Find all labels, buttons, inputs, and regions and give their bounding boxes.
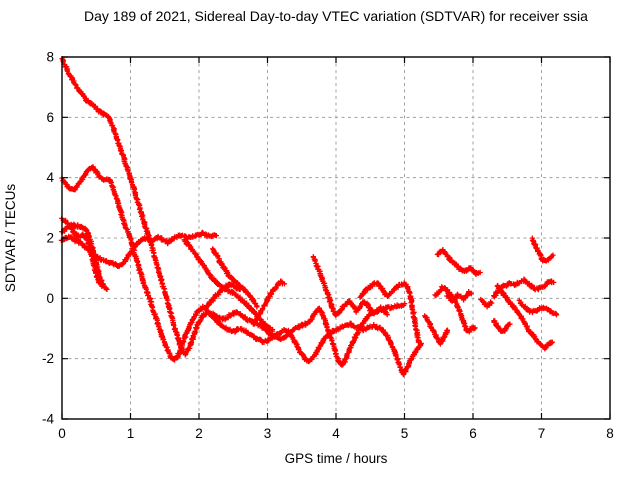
x-tick-label: 0: [58, 426, 66, 441]
series-markers-arc-04: [59, 221, 110, 292]
series-markers-arc-20: [491, 318, 513, 334]
series-markers-arc-16: [478, 296, 495, 310]
x-axis-label: GPS time / hours: [285, 451, 388, 466]
series-markers-arc-06: [181, 237, 276, 334]
series-markers-arc-12: [422, 313, 451, 347]
x-tick-label: 4: [332, 426, 340, 441]
y-tick-label: 2: [46, 231, 54, 246]
y-tick-label: -2: [42, 351, 54, 366]
plot-border: [61, 56, 611, 420]
series-markers-arc-08: [203, 281, 243, 311]
y-tick-label: 6: [46, 110, 54, 125]
y-axis-label: SDTVAR / TECUs: [3, 184, 18, 293]
series-markers-arc-10: [310, 254, 390, 318]
x-tick-label: 5: [401, 426, 409, 441]
y-tick-label: 4: [46, 170, 54, 185]
series-markers-arc-19: [516, 297, 560, 318]
chart-title: Day 189 of 2021, Sidereal Day-to-day VTE…: [84, 8, 588, 24]
series-markers-arc-18: [494, 282, 555, 352]
y-tick-label: 0: [46, 291, 54, 306]
series-markers-arc-02: [59, 164, 408, 368]
x-tick-label: 8: [606, 426, 614, 441]
series-markers-arc-21: [529, 235, 556, 264]
x-tick-label: 2: [195, 426, 203, 441]
series-markers-arc-11: [357, 280, 422, 345]
series-markers-arc-09: [250, 278, 288, 327]
y-tick-label: -4: [42, 412, 54, 427]
x-tick-label: 1: [127, 426, 135, 441]
series-markers-arc-13: [434, 247, 483, 277]
x-tick-label: 6: [469, 426, 477, 441]
series-markers-arc-15: [444, 289, 474, 304]
series-markers-arc-07: [210, 246, 260, 310]
x-tick-label: 7: [538, 426, 546, 441]
x-tick-label: 3: [264, 426, 272, 441]
y-tick-label: 8: [46, 50, 54, 65]
